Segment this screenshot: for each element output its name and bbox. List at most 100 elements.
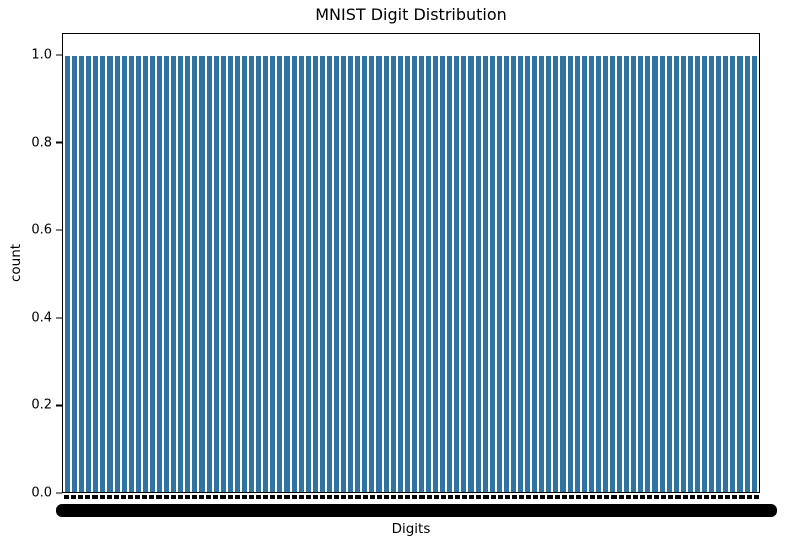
- chart-title: MNIST Digit Distribution: [315, 5, 507, 24]
- x-tick-mark: [85, 495, 91, 499]
- x-tick-mark: [255, 495, 262, 499]
- y-tick-label: 0.2: [31, 397, 52, 413]
- bar: [666, 55, 672, 492]
- y-tick-mark: [56, 317, 62, 319]
- x-tick-mark: [519, 495, 525, 499]
- x-tick-mark: [582, 495, 589, 499]
- x-tick-mark: [398, 495, 404, 499]
- bar: [489, 55, 495, 492]
- bar: [751, 55, 757, 492]
- bar: [341, 55, 347, 492]
- x-tick-mark: [725, 495, 731, 499]
- x-tick-mark: [511, 495, 517, 499]
- bar: [454, 55, 460, 492]
- plot-area: [62, 33, 760, 493]
- x-tick-mark: [504, 495, 510, 499]
- bar: [567, 55, 573, 492]
- x-tick-mark: [469, 495, 475, 499]
- bar: [128, 55, 134, 492]
- x-tick-mark: [710, 495, 717, 499]
- bar: [510, 55, 516, 492]
- bar: [263, 55, 269, 492]
- x-tick-mark: [547, 495, 553, 499]
- bar: [333, 55, 340, 492]
- x-tick-mark: [597, 495, 603, 499]
- bar: [744, 55, 750, 492]
- bars-row: [64, 34, 758, 492]
- x-tick-mark: [149, 495, 155, 499]
- bar: [581, 55, 587, 492]
- x-tick-mark: [540, 495, 546, 499]
- x-tick-mark: [135, 495, 141, 499]
- x-tick-mark: [376, 495, 382, 499]
- x-tick-mark: [561, 495, 567, 499]
- bar: [114, 55, 120, 492]
- x-tick-mark: [526, 495, 532, 499]
- x-tick-mark: [440, 495, 446, 499]
- x-tick-mark: [284, 495, 290, 499]
- bar: [213, 55, 219, 492]
- x-tick-mark: [142, 495, 148, 499]
- y-tick: 0.4: [31, 310, 62, 325]
- x-tick-mark: [447, 495, 454, 499]
- x-tick-mark: [476, 495, 482, 499]
- x-tick-mark: [753, 495, 759, 499]
- x-tick-mark: [291, 495, 297, 499]
- bar: [369, 55, 375, 492]
- bar: [638, 55, 644, 492]
- x-tick-mark: [64, 495, 70, 499]
- bar: [192, 55, 198, 492]
- bar: [468, 55, 474, 492]
- x-tick-mark: [646, 495, 653, 499]
- x-tick-mark: [113, 495, 119, 499]
- xtick-labels-overlap-band: [56, 504, 777, 517]
- bar: [737, 55, 743, 492]
- bar: [440, 55, 446, 492]
- bar: [199, 55, 205, 492]
- y-tick-label: 0.4: [31, 310, 52, 326]
- x-tick-mark: [490, 495, 496, 499]
- bar: [65, 55, 71, 492]
- x-tick-mark: [554, 495, 560, 499]
- bar: [447, 55, 453, 492]
- x-tick-mark: [369, 495, 375, 499]
- x-tick-mark: [99, 495, 105, 499]
- bar: [390, 55, 396, 492]
- bar: [482, 55, 488, 492]
- x-tick-mark: [270, 495, 276, 499]
- bar: [227, 55, 233, 492]
- x-tick-mark: [334, 495, 340, 499]
- x-tick-mark: [575, 495, 581, 499]
- y-tick: 1.0: [31, 47, 62, 62]
- bar: [433, 55, 439, 492]
- x-tick-mark: [632, 495, 638, 499]
- bar: [305, 55, 311, 492]
- y-tick-mark: [56, 404, 62, 407]
- bar: [673, 55, 679, 492]
- y-tick: 0.0: [31, 486, 62, 501]
- x-tick-mark: [661, 495, 667, 499]
- x-tick-mark: [327, 495, 333, 499]
- bar: [702, 55, 708, 492]
- bar: [135, 55, 141, 492]
- x-tick-mark: [618, 495, 624, 499]
- x-tick-mark: [277, 495, 283, 499]
- x-tick-mark: [127, 495, 134, 499]
- x-axis-label: Digits: [391, 521, 431, 537]
- x-tick-mark: [675, 495, 681, 499]
- bar: [86, 55, 92, 492]
- x-tick-mark: [718, 495, 724, 499]
- y-axis: 0.0 0.2 0.4 0.6 0.8 1.0: [0, 33, 62, 501]
- x-tick-mark: [263, 495, 269, 499]
- x-tick-mark: [419, 495, 425, 499]
- bar: [149, 55, 156, 492]
- x-tick-mark: [568, 495, 574, 499]
- x-tick-mark: [625, 495, 631, 499]
- x-tick-mark: [739, 495, 745, 499]
- y-tick-label: 0.8: [31, 135, 52, 151]
- bar: [574, 55, 580, 492]
- bar: [652, 55, 658, 492]
- bar: [680, 55, 686, 492]
- bar: [121, 55, 127, 492]
